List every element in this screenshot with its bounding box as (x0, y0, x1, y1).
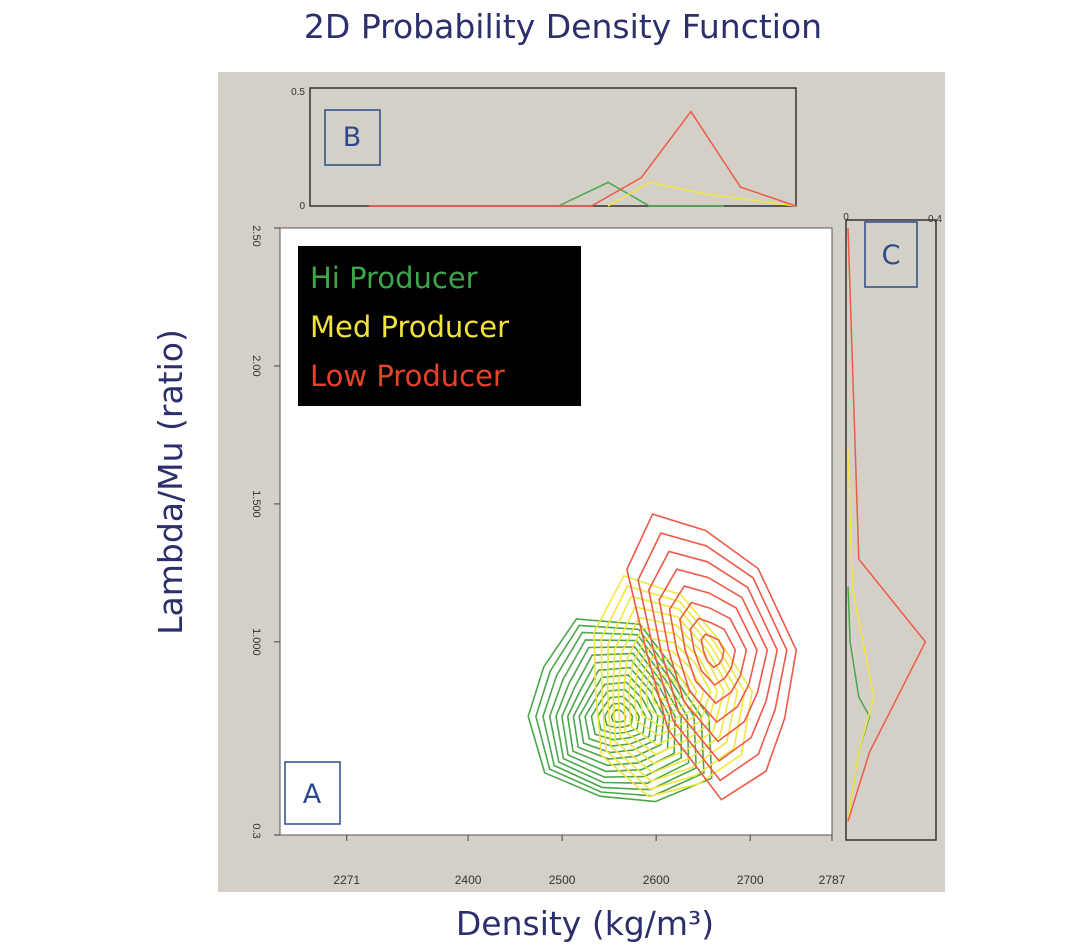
contour-low-producer (689, 617, 737, 687)
marginal-y-left-tick: 0 (843, 212, 849, 223)
y-tick-label: 2.50 (250, 225, 262, 246)
contour-low-producer (658, 568, 769, 743)
marginal-y-right-tick: 0.4 (928, 214, 942, 225)
contour-hi-producer (578, 674, 659, 754)
contour-med-producer (617, 616, 725, 765)
marginal-x-panel (309, 87, 797, 207)
contour-med-producer (628, 636, 712, 746)
contour-low-producer (700, 633, 725, 669)
legend-item: Med Producer (310, 310, 509, 344)
marginal-y-panel (845, 219, 937, 841)
marginal-x-bottom-tick: 0 (299, 201, 305, 212)
marginal-x-low-producer (368, 110, 797, 207)
x-tick-label: 2400 (455, 873, 482, 887)
panel-c-box (864, 221, 918, 288)
marginal-x-med-producer (607, 181, 797, 207)
contour-med-producer (612, 606, 732, 774)
contour-med-producer (658, 681, 675, 701)
y-tick-label: 0.3 (250, 823, 262, 838)
legend-item: Low Producer (310, 359, 505, 393)
y-axis-ticks: 2.50 2.00 1.500 1.000 0.3 (250, 225, 280, 839)
marginal-y-low-producer (847, 227, 927, 822)
panel-b-label: B (343, 122, 362, 153)
contour-hi-producer (561, 652, 676, 773)
contour-hi-producer (535, 624, 705, 797)
panel-a-label: A (303, 779, 322, 810)
y-tick-label: 2.00 (250, 355, 262, 376)
x-tick-label: 2500 (549, 873, 576, 887)
panel-a-box (284, 761, 341, 825)
x-tick-label: 2271 (333, 873, 360, 887)
x-tick-label: 2787 (819, 873, 846, 887)
x-tick-label: 2600 (643, 873, 670, 887)
contour-low-producer (647, 550, 779, 762)
y-tick-label: 1.500 (250, 490, 262, 518)
legend-item: Hi Producer (310, 261, 478, 295)
marginal-x-curves (368, 110, 797, 207)
contour-med-producer (593, 574, 754, 798)
contour-med-producer (651, 673, 683, 710)
x-axis-title: Density (kg/m³) (456, 904, 714, 943)
x-axis-ticks: 2271 2400 2500 2600 2700 2787 (333, 835, 846, 887)
contour-med-producer (645, 664, 690, 719)
legend: Hi Producer Med Producer Low Producer (310, 261, 509, 393)
y-tick-label: 1.000 (250, 628, 262, 656)
chart-title: 2D Probability Density Function (304, 7, 822, 46)
x-tick-label: 2700 (737, 873, 764, 887)
contour-med-producer (639, 655, 698, 728)
contour-low-producer (637, 532, 788, 782)
contour-low-producer (679, 601, 748, 705)
contour-lines (527, 513, 798, 803)
marginal-y-med-producer (847, 448, 875, 822)
marginal-x-top-tick: 0.5 (291, 87, 305, 98)
y-axis-title: Lambda/Mu (ratio) (151, 329, 190, 635)
contour-hi-producer (584, 681, 653, 747)
panel-b-box (324, 109, 381, 166)
contour-low-producer (668, 585, 758, 724)
panel-c-label: C (882, 240, 901, 271)
contour-hi-producer (610, 709, 627, 723)
marginal-y-curves (847, 227, 927, 822)
contour-low-producer (626, 513, 798, 801)
legend-box (298, 246, 581, 406)
